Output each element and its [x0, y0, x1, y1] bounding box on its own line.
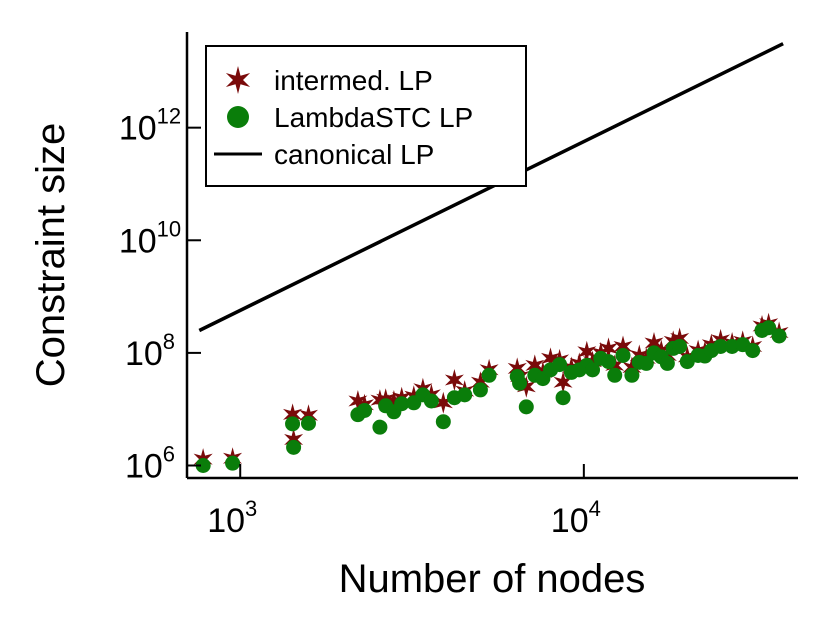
lambdastc-lp-point — [423, 393, 439, 409]
lambdastc-lp-point — [372, 419, 388, 435]
lambdastc-lp-point — [357, 402, 373, 418]
ticks: 103 104 106 108 1010 1012 — [119, 104, 601, 540]
intermed-lp-point — [299, 404, 318, 427]
legend-label: canonical LP — [274, 139, 434, 170]
intermed-lp-point — [622, 356, 642, 379]
lambdastc-lp-point — [552, 357, 568, 373]
intermed-lp-point — [525, 354, 545, 377]
intermed-lp-point — [644, 332, 664, 354]
lambdastc-lp-point — [285, 416, 301, 432]
legend-entry: canonical LP — [214, 139, 434, 170]
lambdastc-lp-point — [585, 362, 601, 378]
lambdastc-lp-point — [638, 355, 654, 371]
lambdastc-lp-point — [761, 320, 777, 336]
lambdastc-lp-point — [195, 458, 211, 474]
legend-label: intermed. LP — [274, 65, 433, 96]
intermed-lp-point — [553, 371, 573, 394]
lambdastc-lp-point — [286, 439, 302, 455]
x-axis-title: Number of nodes — [339, 557, 646, 601]
plot-area — [193, 42, 789, 474]
lambdastc-lp-point — [601, 354, 617, 370]
intermed-lp-point — [516, 375, 536, 398]
intermed-lp-point — [470, 371, 490, 394]
lambdastc-lp-point — [394, 396, 410, 412]
lambdastc-lp-point — [300, 415, 316, 431]
lambdastc-lp-point — [607, 367, 623, 383]
lambdastc-lp-point — [713, 338, 729, 354]
lambdastc-lp-point — [512, 375, 528, 391]
lambdastc-lp-point — [225, 455, 241, 471]
intermed-lp-point — [384, 390, 404, 412]
lambdastc-lp-point — [472, 382, 488, 398]
intermed-lp-point — [541, 347, 561, 370]
y-axis-title: Constraint size — [29, 123, 73, 388]
legend-star-marker — [225, 66, 251, 94]
intermed-lp-point — [670, 327, 690, 350]
lambdastc-lp-point — [672, 338, 688, 354]
intermed-lp-point — [444, 369, 464, 391]
legend-label: LambdaSTC LP — [274, 102, 473, 133]
intermed-lp-point — [370, 389, 390, 412]
intermed-lp-point — [433, 391, 453, 414]
lambdastc-lp-point — [481, 367, 497, 383]
lambdastc-lp-point — [518, 399, 534, 415]
x-tick-label: 104 — [551, 496, 601, 540]
lambdastc-lp-point — [624, 367, 640, 383]
intermed-lp-point — [577, 340, 597, 363]
lambdastc-lp-point — [457, 387, 473, 403]
series-line — [198, 42, 784, 333]
legend: intermed. LP LambdaSTC LP canonical LP — [205, 45, 527, 187]
series-star — [193, 312, 789, 471]
legend-circle-marker — [227, 106, 249, 128]
lambdastc-lp-point — [615, 347, 631, 363]
intermed-lp-point — [507, 357, 527, 380]
intermed-lp-point — [283, 403, 303, 426]
lambdastc-lp-point — [555, 390, 571, 406]
lambdastc-lp-point — [771, 328, 787, 344]
lambdastc-lp-point — [745, 343, 761, 359]
lambdastc-lp-point — [659, 355, 675, 371]
intermed-lp-point — [284, 428, 304, 451]
series-circle — [195, 320, 787, 474]
intermed-lp-point — [599, 337, 619, 360]
y-tick-label: 1012 — [119, 104, 181, 148]
y-tick-label: 106 — [125, 442, 175, 486]
legend-box — [205, 45, 527, 187]
canonical-lp-line — [198, 42, 784, 333]
y-tick-label: 108 — [125, 329, 175, 373]
axes — [185, 32, 798, 480]
intermed-lp-point — [613, 335, 633, 358]
lambdastc-lp-point — [435, 414, 451, 430]
y-tick-label: 1010 — [119, 216, 181, 260]
legend-entry: LambdaSTC LP — [227, 102, 473, 133]
legend-entry: intermed. LP — [225, 65, 433, 96]
x-tick-label: 103 — [207, 496, 257, 540]
